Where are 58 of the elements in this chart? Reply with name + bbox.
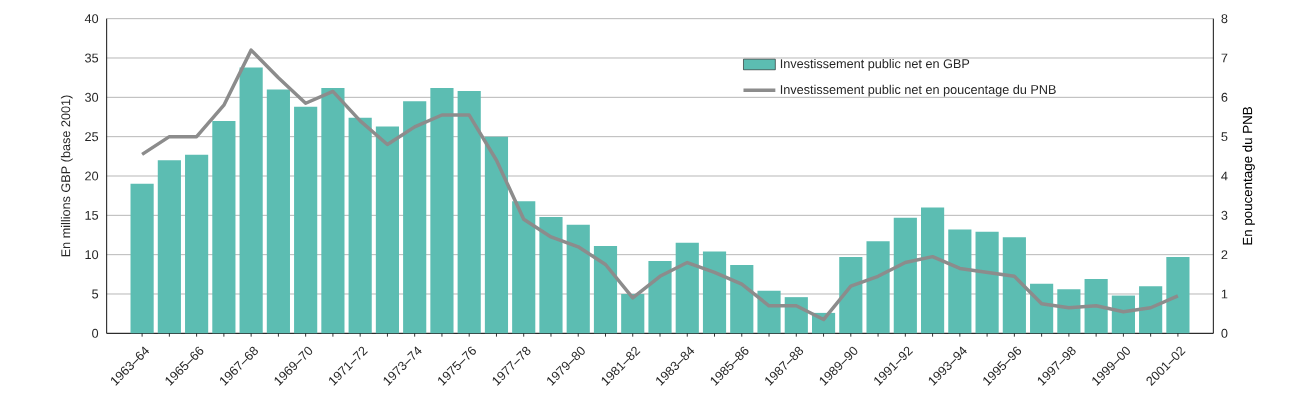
bar xyxy=(648,260,672,334)
bar xyxy=(484,136,509,334)
y2-tick-label: 1 xyxy=(1221,289,1228,299)
y-tick-label: 0 xyxy=(92,328,99,338)
bar xyxy=(730,264,754,334)
bar xyxy=(512,201,536,334)
legend-label: Investissement public net en GBP xyxy=(780,58,970,71)
y-tick-label: 35 xyxy=(85,53,99,63)
y2-tick-label: 5 xyxy=(1221,132,1228,142)
bar xyxy=(294,106,318,334)
bar xyxy=(757,290,781,334)
bar xyxy=(430,87,454,334)
bar xyxy=(893,217,917,334)
bar xyxy=(566,224,590,334)
y2-tick-label: 3 xyxy=(1221,210,1228,220)
bar xyxy=(212,120,236,334)
bar xyxy=(1057,289,1081,334)
bar xyxy=(539,216,563,334)
y2-tick-label: 4 xyxy=(1221,171,1228,181)
bar xyxy=(921,207,945,334)
y2-tick-label: 7 xyxy=(1221,53,1228,63)
y-tick-label: 15 xyxy=(85,210,99,220)
y2-tick-label: 2 xyxy=(1221,250,1228,260)
bar xyxy=(702,251,727,334)
y-tick-label: 20 xyxy=(85,171,99,181)
legend-label: Investissement public net en poucentage du PNB xyxy=(780,84,1056,97)
y-tick-label: 25 xyxy=(85,132,99,142)
bar xyxy=(130,183,154,334)
bar xyxy=(975,231,999,334)
bar xyxy=(157,160,181,334)
bar xyxy=(1139,286,1163,334)
bar xyxy=(1084,279,1108,334)
y-tick-label: 5 xyxy=(92,289,99,299)
bar xyxy=(839,257,863,334)
bar xyxy=(675,242,699,334)
bar xyxy=(348,117,372,334)
y-tick-label: 40 xyxy=(84,14,99,24)
bar xyxy=(266,89,290,334)
bar xyxy=(1002,237,1026,334)
bar xyxy=(185,154,209,334)
bar xyxy=(1166,257,1190,334)
y-axis-title: En millions GBP (base 2001) xyxy=(60,95,73,257)
bar xyxy=(375,126,400,334)
y2-tick-label: 6 xyxy=(1221,92,1228,102)
bar xyxy=(1030,283,1054,334)
bar xyxy=(457,91,481,334)
y-tick-label: 10 xyxy=(85,250,99,260)
bar xyxy=(593,246,618,334)
y2-axis-title: En poucentage du PNB xyxy=(1242,107,1255,245)
y2-tick-label: 0 xyxy=(1221,328,1228,338)
bar xyxy=(239,67,263,334)
y2-tick-label: 8 xyxy=(1221,14,1228,24)
bar xyxy=(948,229,972,334)
bar xyxy=(321,87,345,334)
bar xyxy=(621,294,645,334)
bar xyxy=(866,241,890,334)
bar xyxy=(403,101,427,334)
y-tick-label: 30 xyxy=(85,92,99,102)
